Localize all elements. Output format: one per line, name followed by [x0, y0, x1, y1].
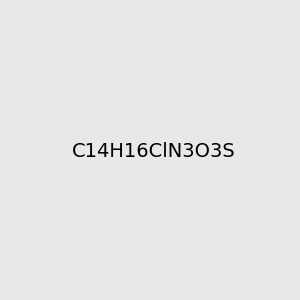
Text: C14H16ClN3O3S: C14H16ClN3O3S — [72, 142, 236, 161]
